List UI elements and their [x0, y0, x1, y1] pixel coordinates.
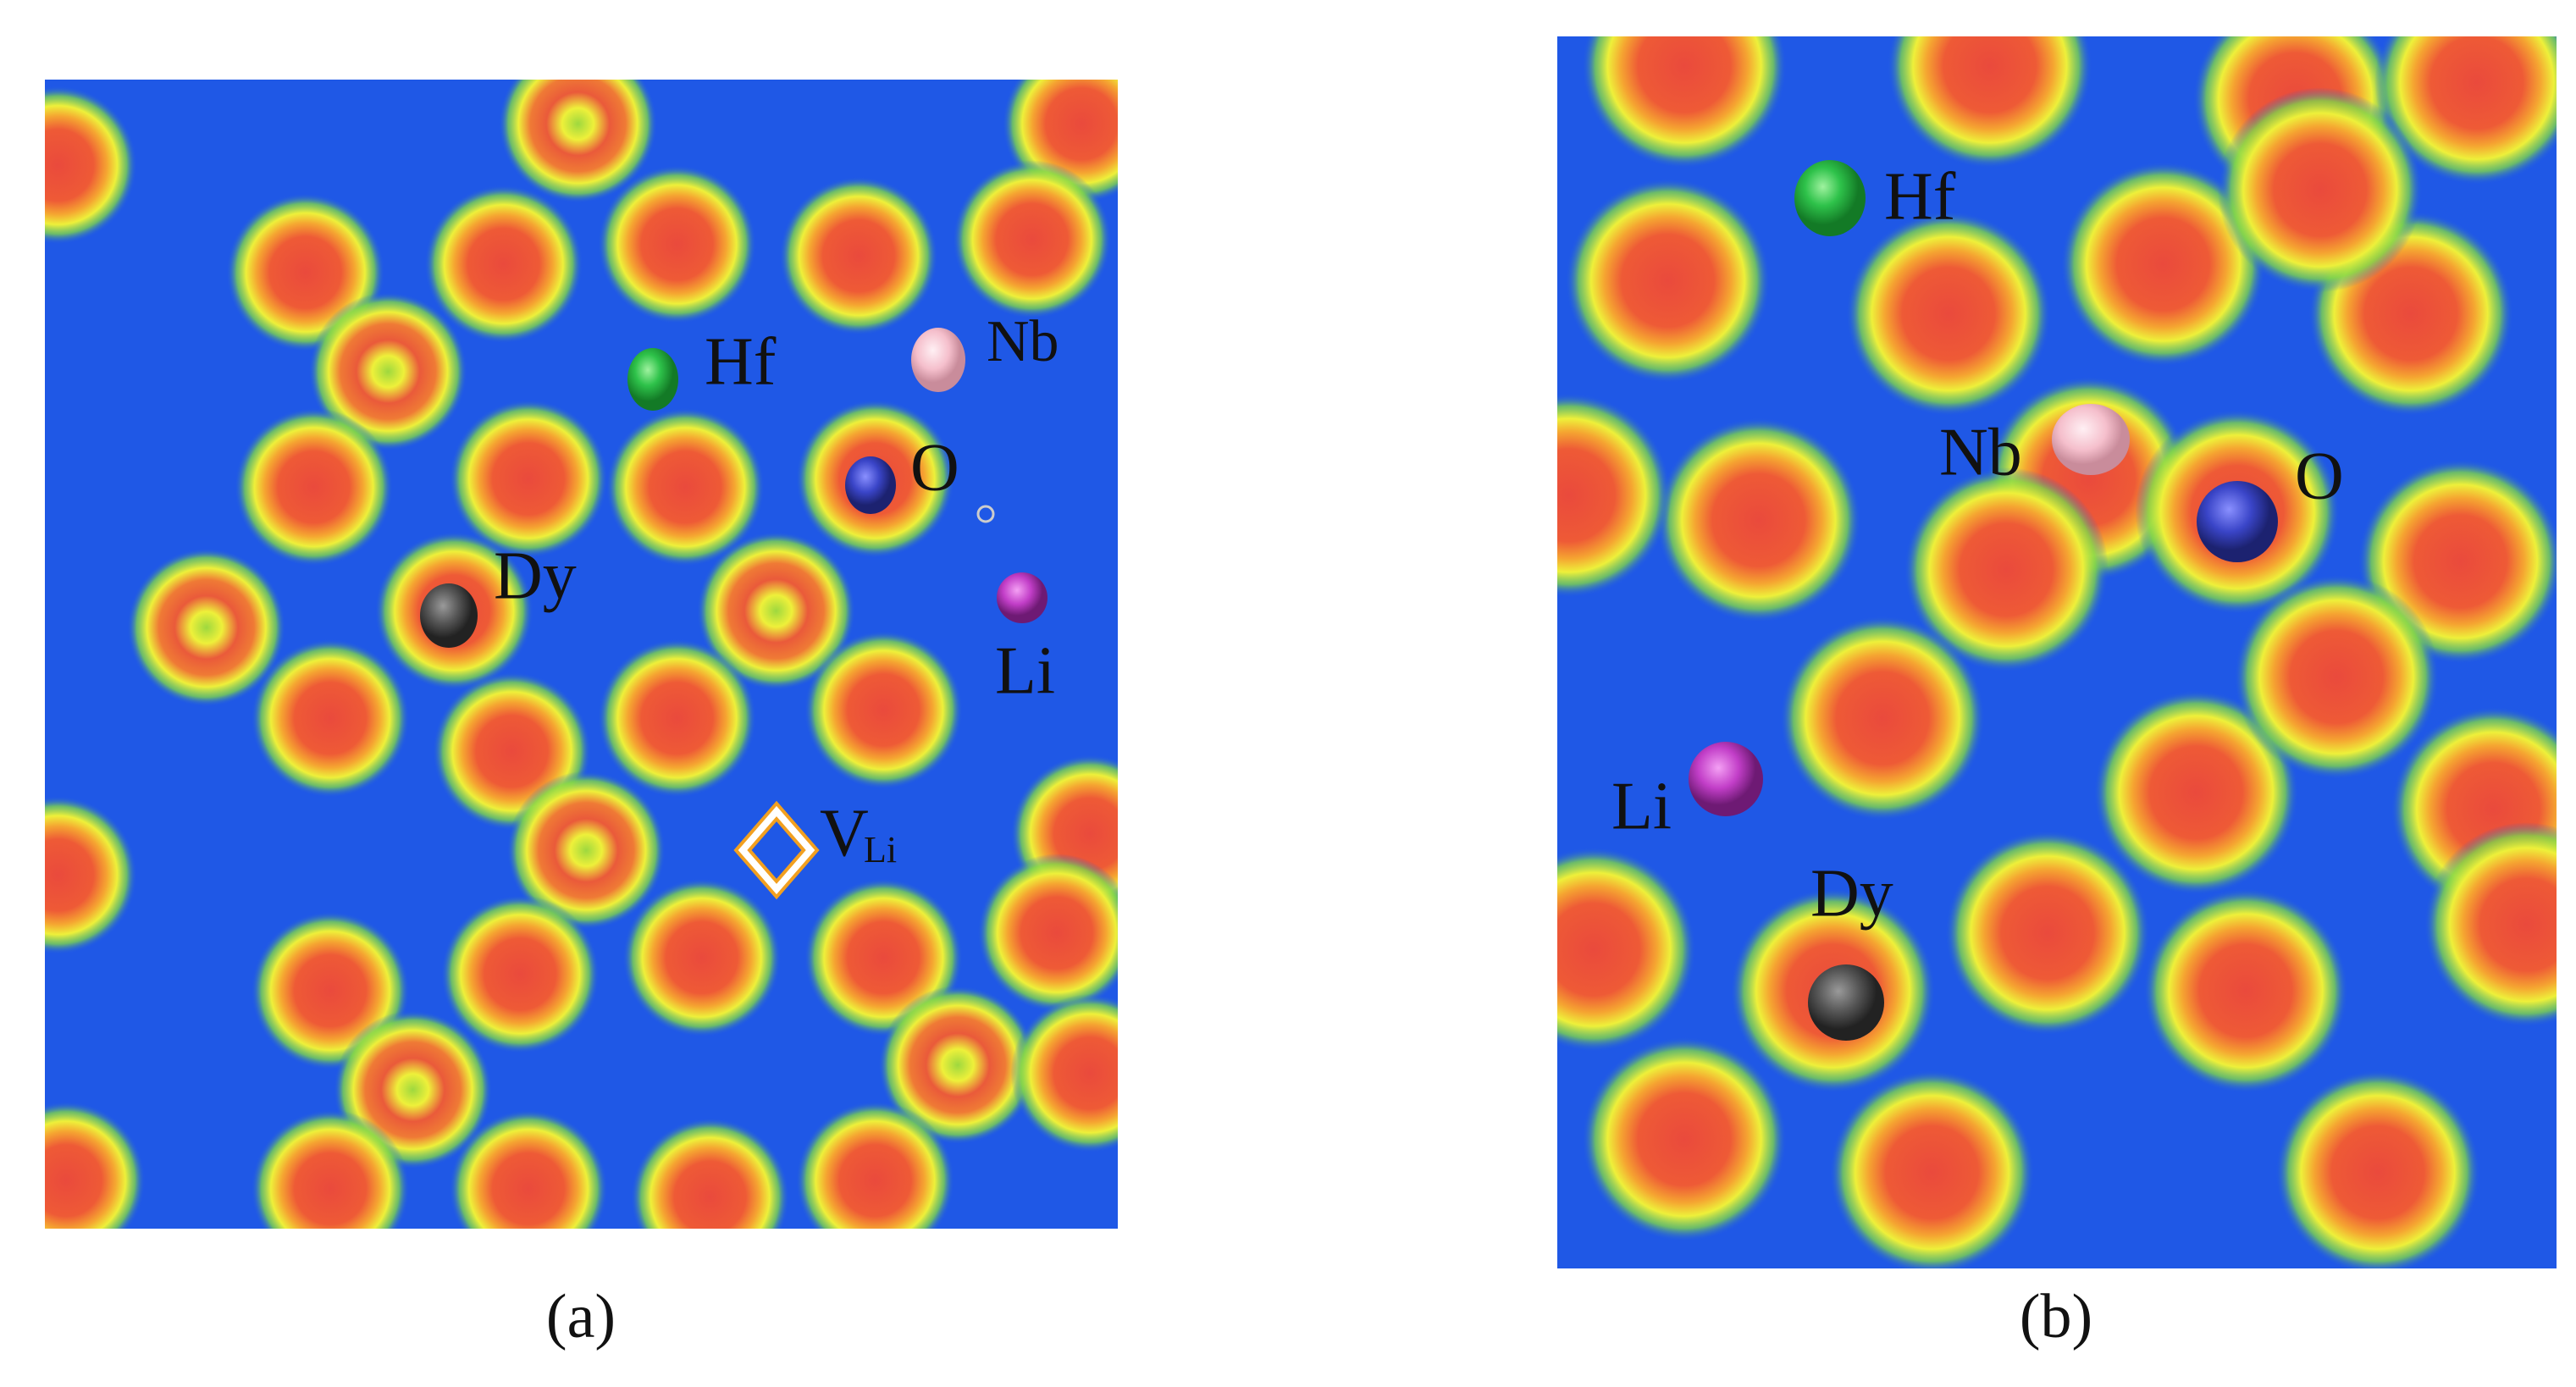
panel-caption: (b)	[2020, 1282, 2092, 1351]
li-atom	[1689, 742, 1763, 816]
density-blob	[1557, 847, 1696, 1053]
density-blob	[2424, 822, 2557, 1027]
density-blob	[795, 1101, 955, 1229]
atom-label: O	[2295, 439, 2344, 513]
density-blob	[1557, 393, 1672, 598]
density-blob	[605, 407, 765, 566]
atoms	[1689, 160, 2278, 1041]
density-blob	[498, 80, 658, 203]
atom-label: O	[910, 430, 959, 505]
density-blob	[1945, 830, 2150, 1036]
density-blob	[234, 407, 394, 566]
density-blob	[1565, 178, 1771, 384]
density-blob	[251, 638, 410, 798]
density-blob	[1904, 467, 2109, 672]
density-blob	[622, 878, 782, 1037]
density-blob	[1780, 616, 1985, 821]
density-blob	[2217, 87, 2423, 293]
hf-atom	[627, 348, 678, 411]
density-blob	[449, 399, 608, 559]
atom-label: V	[820, 796, 869, 870]
nb-atom	[911, 328, 965, 392]
density-blob	[1887, 36, 2092, 169]
density-blob	[2060, 162, 2266, 367]
density-blob	[424, 185, 583, 344]
density-blob	[1010, 993, 1118, 1153]
density-blob	[45, 1101, 146, 1229]
hf-atom	[1794, 160, 1866, 236]
density-blob	[449, 1109, 608, 1229]
density-blob	[2143, 888, 2348, 1093]
density-blob	[1582, 1036, 1787, 1242]
atom-label: Hf	[1884, 159, 1956, 234]
li-atom	[997, 572, 1048, 623]
density-blob	[779, 176, 938, 335]
o-atom	[845, 456, 896, 514]
nb-atom	[2052, 404, 2130, 475]
atom-label: Nb	[987, 309, 1059, 374]
density-blob	[2234, 574, 2440, 780]
panel-a: Hf Nb O Dy Li V Li (a)	[45, 80, 1118, 1351]
density-blob	[2374, 36, 2557, 185]
dy-atom	[420, 583, 478, 648]
o-atom	[2197, 481, 2278, 562]
atom-label: Dy	[1810, 856, 1893, 931]
density-blob	[45, 795, 137, 955]
atom-label: Dy	[494, 539, 577, 613]
atom-label: Li	[1611, 769, 1672, 843]
density-blob	[597, 165, 757, 324]
density-blob	[251, 1109, 410, 1229]
density-map	[1557, 36, 2557, 1268]
density-blob	[597, 638, 757, 798]
density-blob	[2093, 690, 2299, 895]
density-map	[45, 80, 1118, 1229]
density-blob	[127, 548, 286, 707]
vacancy-marker	[738, 805, 815, 895]
density-blob	[696, 531, 856, 691]
density-blob	[1582, 36, 1787, 169]
density-blob	[1829, 1069, 2035, 1268]
atom-label-subscript: Li	[864, 829, 897, 870]
density-blob	[977, 854, 1118, 1013]
density-blob	[506, 771, 666, 930]
density-blob	[630, 1118, 790, 1229]
dy-atom	[1808, 964, 1884, 1041]
density-blob	[308, 292, 467, 451]
atom-label: Hf	[705, 324, 777, 399]
panel-caption: (a)	[546, 1282, 616, 1351]
density-blob	[1656, 417, 1861, 623]
atom-label: Nb	[1939, 415, 2022, 489]
density-blob	[440, 894, 600, 1054]
atom-label: Li	[995, 633, 1055, 708]
density-blob	[1846, 211, 2051, 417]
density-blob	[804, 630, 963, 790]
density-blob	[878, 986, 1037, 1145]
density-blob	[953, 160, 1112, 319]
density-blob	[2275, 1069, 2480, 1268]
density-blob	[45, 86, 137, 245]
atoms	[420, 328, 1048, 900]
marker	[976, 505, 995, 523]
panel-b: Hf Nb O Li Dy (b)	[1557, 36, 2557, 1351]
